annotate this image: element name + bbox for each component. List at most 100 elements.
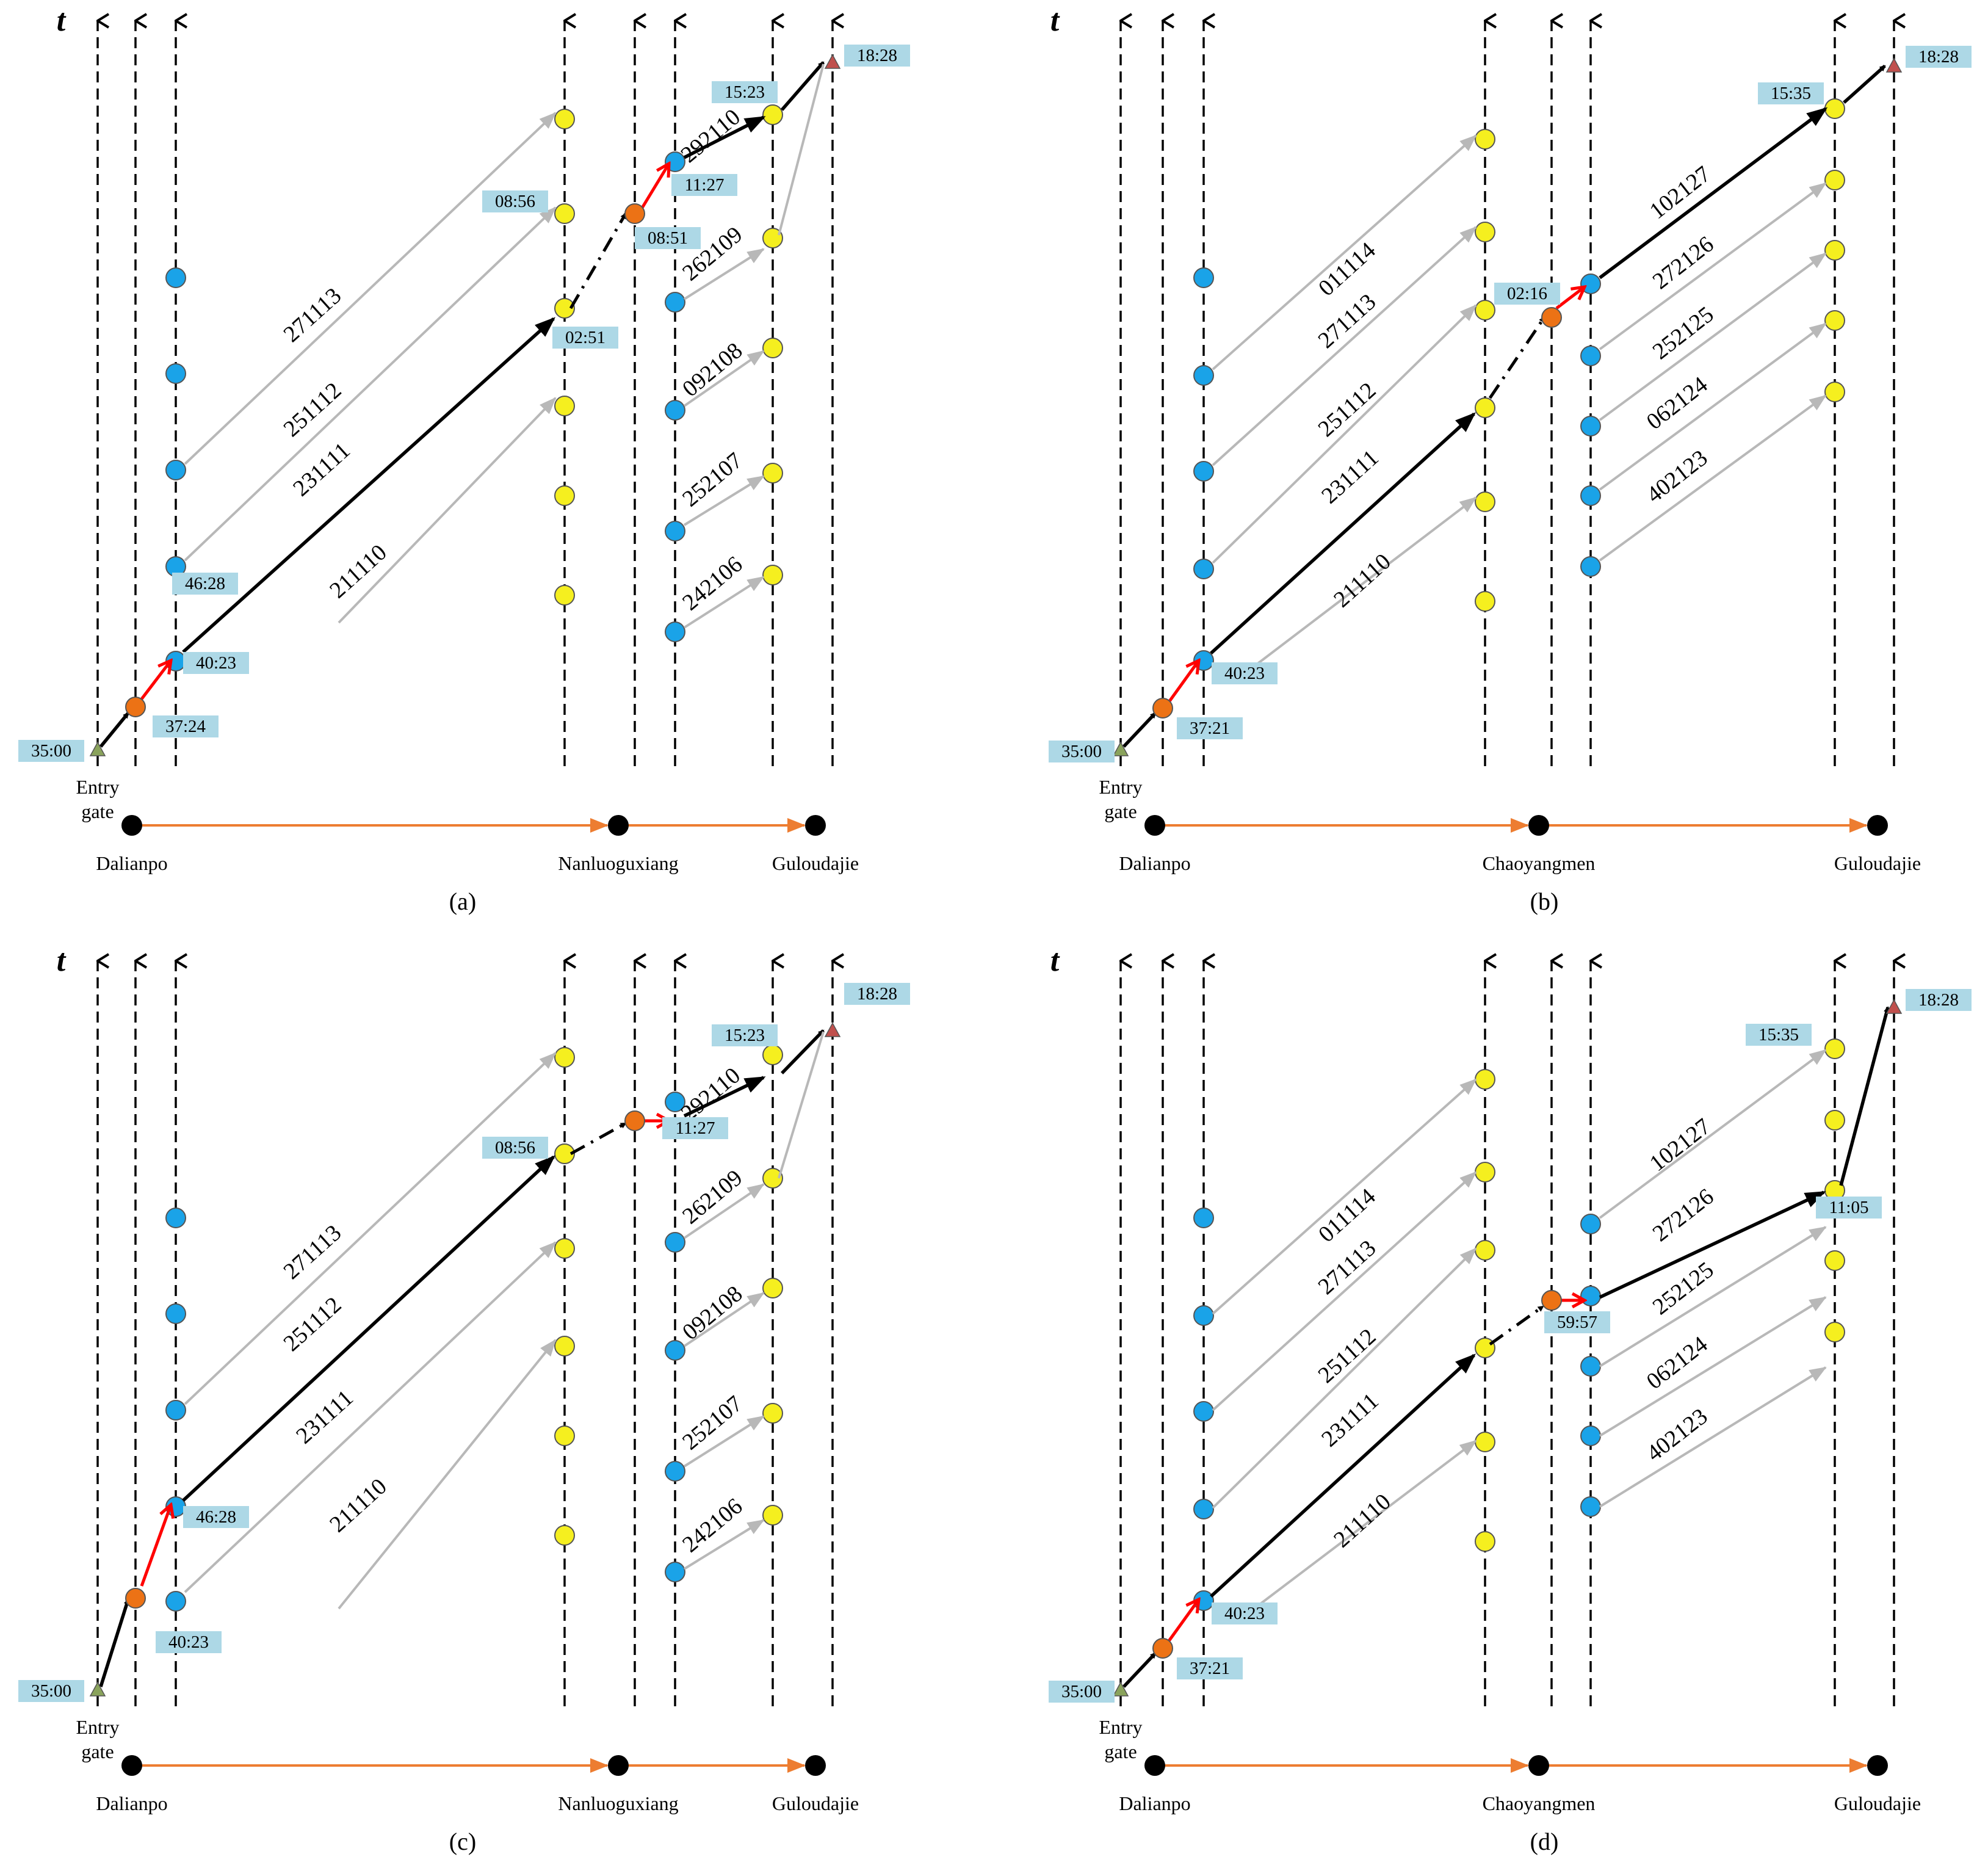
transfer-dot bbox=[1541, 307, 1562, 328]
time-box bbox=[183, 1506, 249, 1528]
station-node bbox=[805, 1755, 826, 1776]
station-name: Nanluoguxiang bbox=[558, 1792, 678, 1814]
path-segment bbox=[99, 1598, 130, 1687]
time-box bbox=[18, 1680, 84, 1702]
station-node bbox=[1528, 815, 1549, 836]
path-segment bbox=[683, 115, 766, 159]
arrival-dot bbox=[762, 1403, 783, 1424]
station-name: Guloudajie bbox=[1834, 852, 1921, 874]
time-box bbox=[153, 715, 219, 737]
station-node bbox=[121, 1755, 142, 1776]
time-box bbox=[1212, 662, 1278, 684]
transfer-dot bbox=[624, 1110, 645, 1131]
time-box bbox=[712, 1024, 778, 1046]
arrival-dot bbox=[1475, 300, 1495, 320]
entry-marker bbox=[89, 741, 106, 756]
departure-dot bbox=[1193, 461, 1214, 482]
train-id-label: 272126 bbox=[1648, 231, 1719, 294]
arrival-dot bbox=[1824, 1322, 1845, 1342]
train-trajectory bbox=[683, 1183, 765, 1239]
train-id-label: 271113 bbox=[279, 1220, 347, 1284]
train-trajectory bbox=[1250, 496, 1477, 670]
train-trajectory bbox=[683, 475, 765, 526]
departure-dot bbox=[1193, 365, 1214, 386]
walk-segment bbox=[140, 661, 171, 700]
time-label: 08:56 bbox=[495, 192, 535, 211]
train-trajectory bbox=[683, 350, 765, 407]
time-box bbox=[1177, 1657, 1243, 1679]
train-id-label: 092108 bbox=[678, 1281, 747, 1345]
train-id-label: 211110 bbox=[325, 540, 392, 604]
time-label: 08:56 bbox=[495, 1138, 535, 1157]
time-box bbox=[482, 1137, 548, 1159]
departure-dot bbox=[1580, 1356, 1601, 1377]
departure-dot bbox=[1580, 556, 1601, 577]
arrival-dot bbox=[554, 1425, 575, 1446]
path-segment bbox=[1122, 712, 1157, 748]
departure-dot bbox=[165, 267, 186, 288]
train-id-label: 251112 bbox=[279, 377, 347, 442]
time-label: 37:24 bbox=[165, 717, 206, 736]
arrival-dot bbox=[762, 565, 783, 585]
exit-marker bbox=[824, 54, 841, 69]
train-trajectory bbox=[683, 1519, 765, 1570]
station-name: Nanluoguxiang bbox=[558, 852, 678, 874]
time-box bbox=[1212, 1602, 1278, 1624]
station-node bbox=[608, 1755, 629, 1776]
departure-dot bbox=[1580, 1214, 1601, 1234]
time-label: 35:00 bbox=[1061, 1682, 1102, 1701]
arrival-dot bbox=[1824, 310, 1845, 331]
train-id-label: 231111 bbox=[1317, 445, 1384, 509]
time-box bbox=[712, 81, 778, 103]
arrival-dot bbox=[1475, 397, 1495, 418]
arrival-dot bbox=[554, 1336, 575, 1356]
arrival-dot bbox=[762, 1505, 783, 1526]
time-box bbox=[156, 1631, 222, 1653]
train-trajectory bbox=[1212, 1171, 1477, 1411]
arrival-dot bbox=[554, 109, 575, 129]
station-node bbox=[121, 815, 142, 836]
train-trajectory bbox=[683, 1415, 765, 1468]
station-name: Dalianpo bbox=[96, 1792, 167, 1814]
time-label: 08:51 bbox=[648, 228, 688, 248]
panel-caption: (a) bbox=[449, 888, 476, 915]
departure-dot bbox=[1193, 1499, 1214, 1519]
time-label: 40:23 bbox=[196, 653, 236, 673]
path-segment bbox=[99, 712, 130, 748]
panel-d: t Dalianpo Chaoyangmen Guloudajie (d) Entryga… bbox=[1049, 943, 1972, 1855]
train-trajectory bbox=[1212, 226, 1477, 466]
time-label: 18:28 bbox=[857, 984, 897, 1004]
time-label: 59:57 bbox=[1557, 1313, 1597, 1332]
entry-marker bbox=[1112, 741, 1129, 756]
arrival-dot bbox=[1475, 1162, 1495, 1182]
path-segment bbox=[1599, 1190, 1826, 1299]
train-id-label: 231111 bbox=[1317, 1388, 1384, 1452]
train-trajectory bbox=[778, 63, 825, 236]
time-box bbox=[1049, 741, 1115, 762]
train-id-label: 102127 bbox=[1645, 161, 1716, 224]
time-label: 37:21 bbox=[1190, 1659, 1230, 1678]
station-name: Dalianpo bbox=[96, 852, 167, 874]
arrival-dot bbox=[554, 585, 575, 606]
departure-dot bbox=[1580, 1425, 1601, 1446]
transfer-wait bbox=[569, 212, 627, 310]
train-id-label: 402123 bbox=[1642, 445, 1713, 508]
train-id-label: 271113 bbox=[279, 283, 347, 347]
path-segment bbox=[1839, 1006, 1890, 1186]
train-trajectory bbox=[1599, 252, 1827, 421]
train-trajectory bbox=[683, 1292, 765, 1347]
arrival-dot bbox=[554, 1143, 575, 1164]
time-box bbox=[844, 983, 910, 1005]
arrival-dot bbox=[762, 1278, 783, 1298]
time-box bbox=[1906, 46, 1972, 68]
departure-dot bbox=[665, 400, 685, 421]
train-trajectory bbox=[683, 248, 765, 300]
train-trajectory bbox=[338, 1339, 557, 1610]
departure-dot bbox=[665, 292, 685, 313]
time-label: 18:28 bbox=[857, 46, 897, 65]
time-label: 15:23 bbox=[725, 82, 765, 102]
path-segment bbox=[1122, 1652, 1157, 1688]
entry-gate-label: gate bbox=[1104, 800, 1137, 822]
departure-dot bbox=[1580, 1286, 1601, 1306]
arrival-dot bbox=[762, 228, 783, 248]
